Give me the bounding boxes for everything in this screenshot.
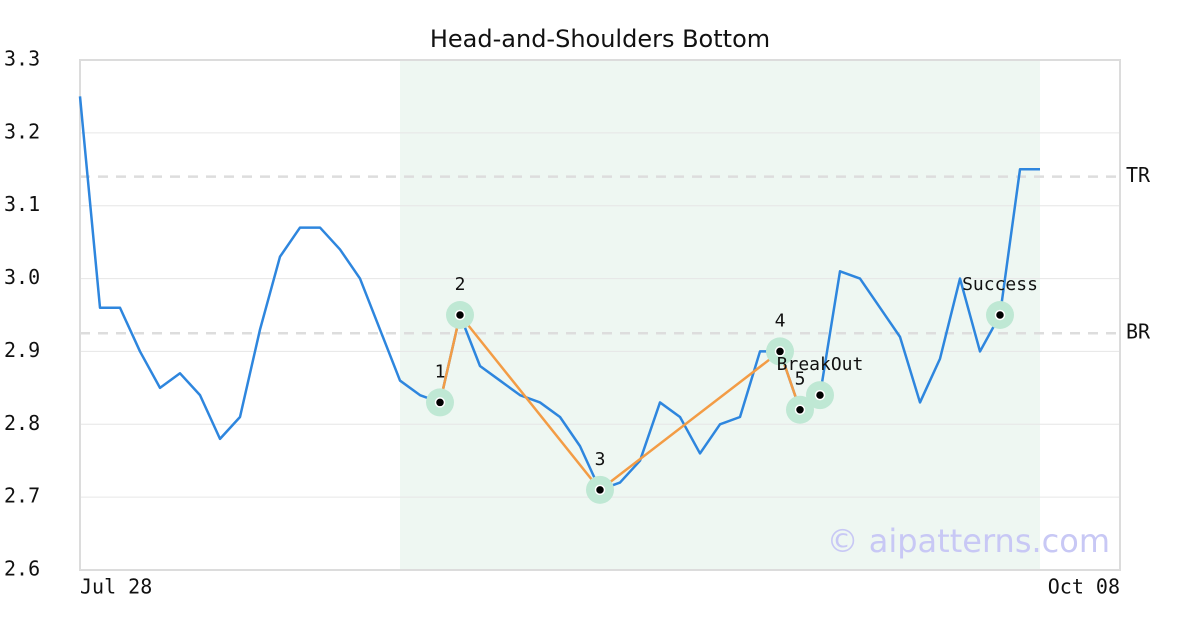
pattern-region [400, 60, 1040, 570]
point-label: 4 [775, 310, 786, 331]
y-tick-label: 2.8 [4, 411, 40, 435]
y-tick-label: 3.0 [4, 265, 40, 289]
point-dot [814, 389, 826, 401]
point-dot [794, 404, 806, 415]
point-dot [434, 397, 446, 408]
y-tick-label: 3.1 [4, 192, 40, 216]
level-label: TR [1126, 163, 1151, 187]
y-tick-label: 2.6 [4, 557, 40, 581]
y-tick-label: 2.7 [4, 484, 40, 508]
point-label: 5 [795, 369, 806, 390]
point-dot [994, 309, 1006, 321]
point-label: 1 [435, 361, 446, 382]
x-tick-label: Jul 28 [80, 575, 152, 599]
point-label: 2 [455, 274, 466, 295]
point-dot [454, 309, 466, 321]
x-tick-label: Oct 08 [1048, 575, 1120, 599]
price-line [78, 96, 1040, 492]
point-label: 3 [595, 449, 606, 470]
chart-title: Head-and-Shoulders Bottom [430, 25, 770, 53]
watermark: © aipatterns.com [827, 522, 1110, 560]
point-dot [594, 484, 606, 496]
level-label: BR [1126, 320, 1151, 344]
y-tick-label: 3.2 [4, 119, 40, 143]
y-tick-label: 2.9 [4, 338, 40, 362]
point-label: Success [962, 274, 1038, 295]
plot-frame [79, 59, 1121, 571]
point-dot [774, 346, 786, 357]
y-tick-label: 3.3 [4, 47, 40, 71]
point-label: BreakOut [777, 354, 864, 375]
